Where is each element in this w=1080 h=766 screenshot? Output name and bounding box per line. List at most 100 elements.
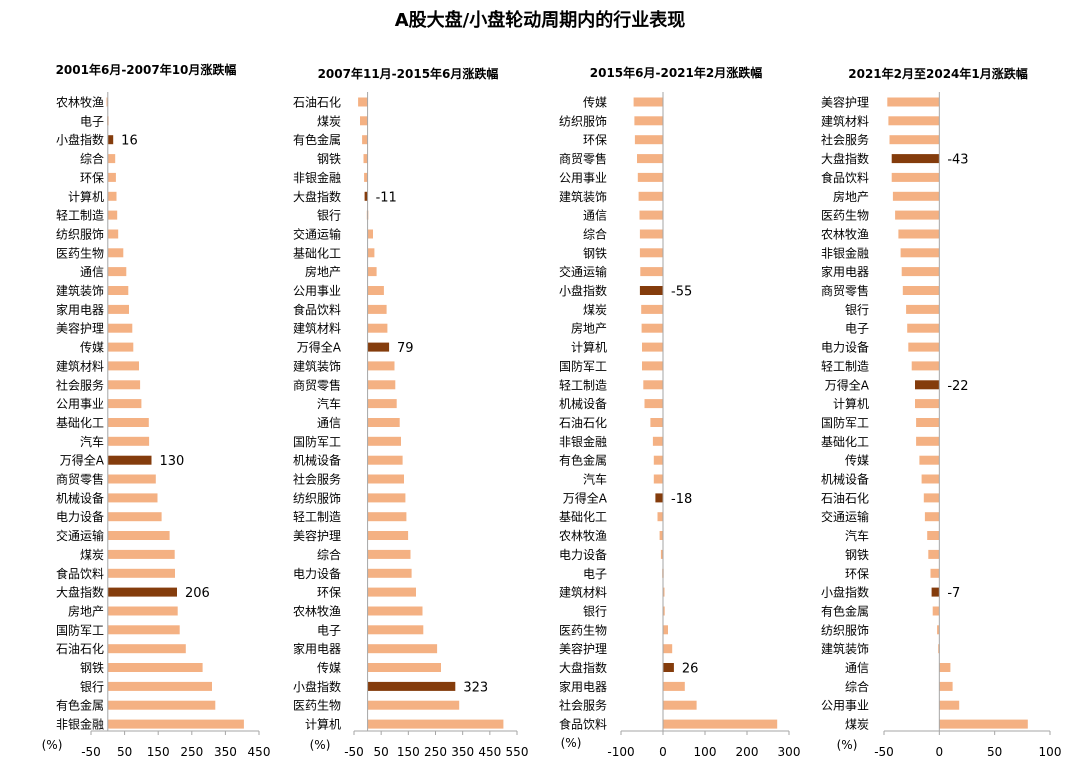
value-label: 16 [121,134,138,149]
category-label: 家用电器 [56,302,104,317]
category-label: 建筑材料 [821,113,869,128]
category-label: 交通运输 [56,528,104,543]
bar-汽车 [367,399,397,409]
panel-title: 2001年6月-2007年10月涨跌幅 [56,62,237,77]
x-tick-label: -100 [607,745,634,759]
panel-title: 2007年11月-2015年6月涨跌幅 [318,66,499,81]
bar-建筑装饰 [107,286,129,295]
category-label: 大盘指数 [56,585,104,600]
category-label: 国防军工 [559,358,607,373]
category-label: 计算机 [305,717,341,732]
category-label: 交通运输 [559,264,607,279]
bar-石油石化 [358,97,368,107]
category-label: 煤炭 [583,303,607,317]
bar-汽车 [107,436,150,446]
x-tick-label: 50 [374,745,389,759]
bar-家用电器 [663,681,685,691]
category-label: 建筑材料 [293,321,341,336]
bar-食品饮料 [663,719,778,729]
bar-通信 [367,418,400,427]
category-label: 国防军工 [293,434,341,449]
category-label: 非银金融 [559,434,607,449]
bar-医药生物 [367,700,460,710]
bar-有色金属 [107,700,216,710]
bar-传媒 [633,97,663,107]
bar-通信 [639,210,663,220]
bar-公用事业 [939,700,960,710]
bar-公用事业 [367,286,384,295]
category-label: 传媒 [583,95,607,110]
category-label: 有色金属 [559,453,607,468]
category-label: 基础化工 [56,416,104,430]
bar-钢铁 [107,663,203,672]
category-label: 通信 [845,661,869,675]
bar-大盘指数 [891,154,940,164]
category-label: 小盘指数 [559,283,607,298]
category-label: 非银金融 [293,170,341,185]
category-label: 医药生物 [821,209,869,223]
bar-房地产 [641,323,663,333]
category-label: 钢铁 [80,661,104,675]
bar-轻工制造 [643,380,663,390]
category-label: 交通运输 [293,226,341,241]
value-label: 79 [397,341,414,356]
bar-机械设备 [921,474,940,484]
category-label: 基础化工 [293,246,341,260]
bar-煤炭 [939,719,1028,729]
category-label: 非银金融 [56,717,104,732]
x-tick-label: -50 [874,745,894,759]
bar-交通运输 [924,512,940,522]
bar-房地产 [107,606,178,616]
x-tick-label: 50 [987,745,1002,759]
value-label: -11 [376,190,397,205]
bar-煤炭 [107,549,175,559]
bar-纺织服饰 [107,229,119,239]
bar-有色金属 [362,135,368,145]
bar-煤炭 [641,304,663,314]
bar-计算机 [642,342,663,352]
bar-有色金属 [932,606,940,616]
bar-交通运输 [367,229,373,239]
category-label: 房地产 [571,321,607,336]
bar-社会服务 [889,135,940,145]
category-label: 汽车 [317,396,341,411]
bar-万得全A [367,342,390,352]
category-label: 家用电器 [293,641,341,656]
value-label: -18 [671,492,692,507]
unit-label: (%) [837,738,858,752]
category-label: 美容护理 [559,641,607,656]
bar-电子 [907,323,940,333]
x-tick-label: 350 [451,745,474,759]
category-label: 传媒 [845,453,869,468]
chart-title: A股大盘/小盘轮动周期内的行业表现 [394,10,686,31]
category-label: 电子 [583,567,607,581]
bar-环保 [634,135,663,145]
bar-石油石化 [107,644,186,654]
unit-label: (%) [561,736,582,750]
x-tick-label: 550 [506,745,529,759]
x-tick-label: -50 [81,745,101,759]
bar-电力设备 [367,568,412,578]
bar-农林牧渔 [898,229,940,239]
bar-建筑材料 [107,361,139,371]
bar-小盘指数 [639,286,663,295]
category-label: 煤炭 [317,114,341,128]
bar-房地产 [367,267,377,277]
bar-建筑材料 [888,116,940,126]
x-tick-label: 300 [778,745,801,759]
category-label: 农林牧渔 [559,529,607,543]
category-label: 公用事业 [293,284,341,298]
category-label: 计算机 [68,189,104,204]
bar-大盘指数 [107,587,177,597]
category-label: 社会服务 [821,132,869,147]
category-label: 农林牧渔 [56,96,104,110]
bar-石油石化 [923,493,940,503]
category-label: 轻工制造 [293,510,341,524]
category-label: 建筑装饰 [56,283,104,298]
category-label: 房地产 [68,603,104,618]
x-tick-label: 150 [147,745,170,759]
bar-商贸零售 [637,154,663,164]
category-label: 家用电器 [821,264,869,279]
category-label: 商贸零售 [293,377,341,392]
